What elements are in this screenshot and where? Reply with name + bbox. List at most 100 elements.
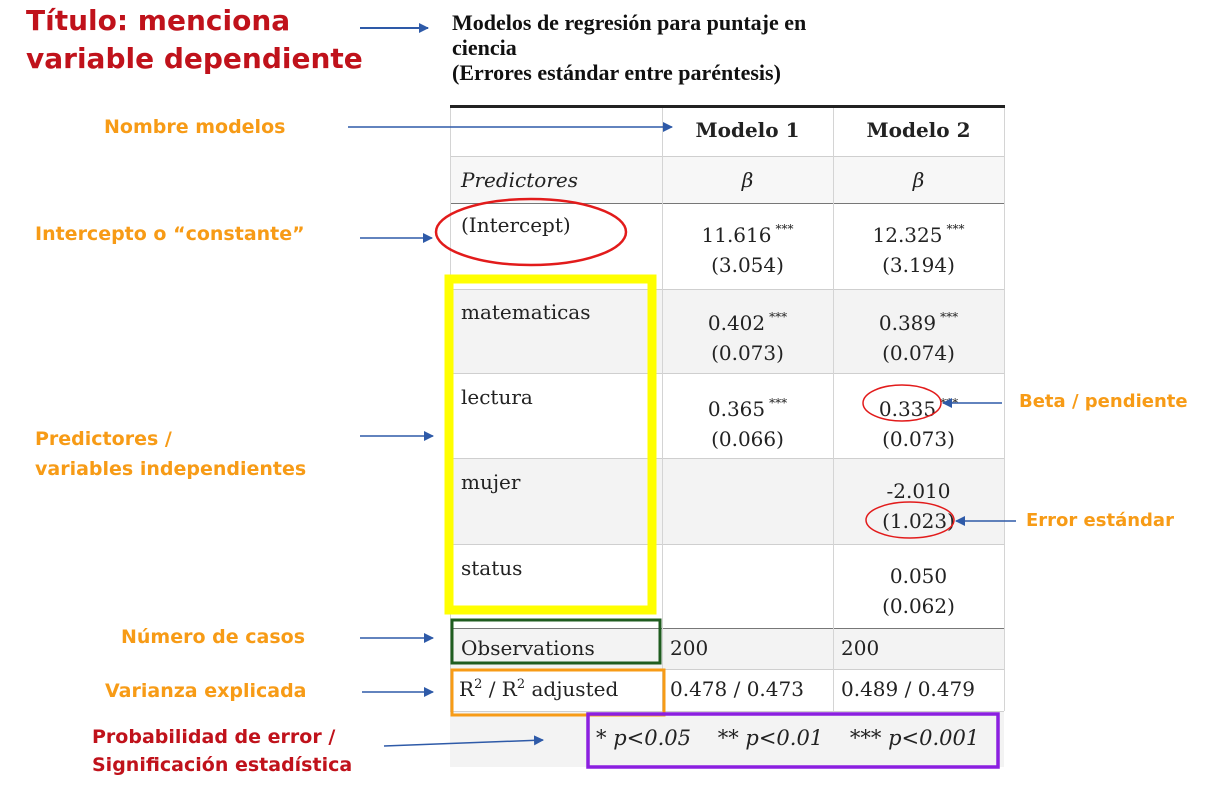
- significance-footnote: * p<0.05 ** p<0.01 *** p<0.001: [596, 726, 979, 750]
- divider: [450, 544, 1004, 545]
- row-label-mujer: mujer: [461, 470, 521, 494]
- title-line-3: (Errores estándar entre paréntesis): [452, 60, 781, 85]
- varianza-annotation: Varianza explicada: [105, 680, 307, 702]
- observations-m2: 200: [841, 636, 880, 660]
- std-error: (3.194): [882, 253, 955, 277]
- p-level-3: p<0.001: [888, 726, 980, 750]
- stars: ***: [946, 222, 965, 236]
- beta-header-model-2: β: [912, 168, 925, 192]
- titulo-line-2: variable dependiente: [26, 42, 363, 75]
- row-label-intercept: (Intercept): [461, 213, 571, 237]
- r2-superscript: 2: [474, 677, 483, 692]
- lectura-m1: 0.365 *** (0.066): [662, 388, 833, 454]
- divider: [450, 711, 1004, 712]
- std-error: (3.054): [711, 253, 784, 277]
- titulo-line-1: Título: menciona: [26, 4, 291, 37]
- row-bg-matematicas: [450, 289, 1004, 373]
- divider: [450, 373, 1004, 374]
- p-level-1: p<0.05: [613, 726, 691, 750]
- r2-m2: 0.489 / 0.479: [841, 677, 975, 701]
- row-label-lectura: lectura: [461, 385, 533, 409]
- row-bg-lectura: [450, 373, 1004, 458]
- error-annotation: Error estándar: [1026, 510, 1174, 531]
- divider: [450, 203, 1004, 204]
- std-error: (0.073): [882, 427, 955, 451]
- beta-annotation: Beta / pendiente: [1019, 391, 1188, 412]
- intercept-m1: 11.616 *** (3.054): [662, 214, 833, 280]
- title-line-1: Modelos de regresión para puntaje en: [452, 10, 807, 35]
- model-1-header: Modelo 1: [695, 118, 800, 142]
- mujer-m2: -2.010 (1.023): [833, 476, 1004, 536]
- star-1: *: [596, 726, 607, 750]
- title-line-2: ciencia: [452, 35, 517, 60]
- stars: ***: [775, 222, 794, 236]
- row-bg-r2: [450, 669, 1004, 711]
- predictores-annotation: Predictores / variables independientes: [35, 424, 306, 484]
- row-label-matematicas: matematicas: [461, 300, 591, 324]
- nombre-modelos-annotation: Nombre modelos: [104, 116, 286, 138]
- lectura-m2: 0.335 *** (0.073): [833, 388, 1004, 454]
- std-error: (0.074): [882, 341, 955, 365]
- beta-header-model-1: β: [741, 168, 754, 192]
- row-label-observations: Observations: [461, 636, 595, 660]
- title-rule: [450, 105, 1005, 108]
- std-error: (0.073): [711, 341, 784, 365]
- row-bg-predictores: [450, 156, 1004, 203]
- estimate: 0.402: [707, 311, 766, 335]
- divider: [450, 628, 1004, 629]
- std-error: (0.062): [882, 594, 955, 618]
- divider: [450, 458, 1004, 459]
- error-highlight-ellipse: [865, 501, 955, 539]
- beta-highlight-ellipse: [862, 384, 942, 422]
- estimate: 0.365: [707, 397, 766, 421]
- std-error: (0.066): [711, 427, 784, 451]
- model-2-header: Modelo 2: [866, 118, 971, 142]
- row-label-status: status: [461, 556, 523, 580]
- observations-highlight-box: [450, 618, 662, 665]
- r2-superscript: 2: [516, 677, 526, 692]
- observations-m1: 200: [670, 636, 709, 660]
- r2-m1: 0.478 / 0.473: [670, 677, 804, 701]
- column-divider: [1004, 108, 1005, 711]
- std-error: (1.023): [882, 509, 955, 533]
- row-bg-header: [450, 108, 1004, 156]
- predictors-highlight-box: [444, 274, 657, 615]
- r2-label-part: adjusted: [525, 677, 619, 701]
- intercepto-annotation: Intercepto o “constante”: [35, 223, 305, 245]
- divider: [450, 156, 1004, 157]
- r2-label-part: R: [459, 677, 475, 701]
- stars: ***: [940, 310, 959, 324]
- estimate: 0.389: [878, 311, 937, 335]
- r2-highlight-box: [450, 668, 666, 717]
- p-level-2: p<0.01: [745, 726, 824, 750]
- intercept-highlight-ellipse: [434, 197, 628, 267]
- stars: ***: [769, 310, 788, 324]
- intercept-m2: 12.325 *** (3.194): [833, 214, 1004, 280]
- star-2: **: [717, 726, 739, 750]
- divider: [450, 669, 1004, 670]
- probabilidad-line-1: Probabilidad de error /: [92, 726, 336, 748]
- row-label-r2: R2 / R2 adjusted: [459, 677, 618, 701]
- titulo-annotation: Título: menciona variable dependiente: [26, 2, 363, 78]
- probabilidad-arrow: [383, 735, 544, 747]
- predictores-header: Predictores: [461, 168, 578, 192]
- estimate: 12.325: [872, 223, 943, 247]
- estimate: -2.010: [886, 479, 951, 503]
- stars: ***: [769, 396, 788, 410]
- matematicas-m1: 0.402 *** (0.073): [662, 302, 833, 368]
- estimate: 0.050: [889, 564, 948, 588]
- estimate: 11.616: [701, 223, 772, 247]
- predictores-line-1: Predictores /: [35, 428, 172, 450]
- matematicas-m2: 0.389 *** (0.074): [833, 302, 1004, 368]
- column-divider: [833, 108, 834, 711]
- probabilidad-annotation: Probabilidad de error / Significación es…: [92, 723, 352, 779]
- r2-label-part: / R: [482, 677, 517, 701]
- probabilidad-line-2: Significación estadística: [92, 754, 353, 776]
- column-divider: [662, 108, 663, 711]
- table-title: Modelos de regresión para puntaje en cie…: [452, 10, 806, 85]
- star-3: ***: [849, 726, 882, 750]
- divider: [450, 289, 1004, 290]
- row-bg-mujer: [450, 458, 1004, 544]
- significance-highlight-box: [586, 712, 1000, 769]
